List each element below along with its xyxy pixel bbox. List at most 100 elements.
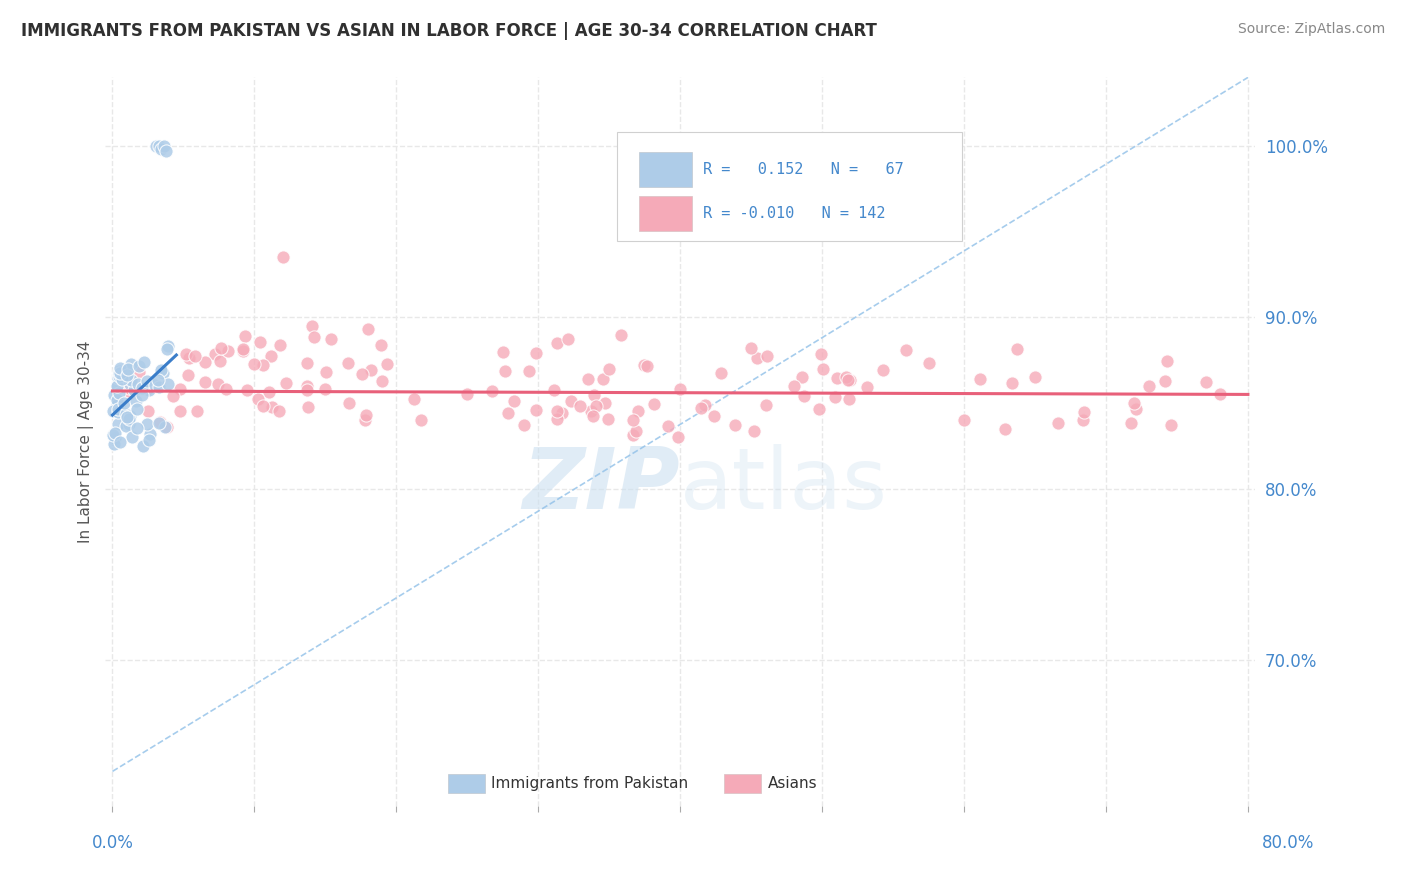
Point [627, 404, 650, 418]
Point [402, 392, 425, 407]
Point [339, 395, 361, 409]
Point [125, 401, 148, 416]
Point [115, 408, 138, 422]
Point [585, 399, 607, 413]
Point [1001, 376, 1024, 390]
Point [128, 359, 150, 374]
Point [636, 359, 658, 374]
Point [152, 366, 174, 380]
Point [156, 419, 179, 434]
Point [103, 388, 125, 402]
Point [107, 369, 129, 384]
Point [624, 424, 647, 438]
Point [894, 343, 917, 357]
Y-axis label: In Labor Force | Age 30-34: In Labor Force | Age 30-34 [79, 340, 94, 543]
Point [136, 417, 159, 431]
Point [118, 417, 141, 432]
Point [103, 436, 125, 450]
Point [783, 379, 806, 393]
Text: R = -0.010   N = 142: R = -0.010 N = 142 [703, 206, 886, 220]
Point [118, 409, 141, 423]
Point [524, 402, 547, 417]
Point [105, 405, 128, 419]
Point [993, 422, 1015, 436]
Point [252, 359, 274, 373]
FancyBboxPatch shape [449, 774, 485, 793]
Point [610, 328, 633, 343]
Point [131, 381, 153, 395]
Point [314, 382, 336, 396]
Point [1156, 354, 1178, 368]
Point [297, 356, 319, 370]
Point [633, 358, 655, 372]
Point [104, 431, 127, 445]
Point [139, 427, 162, 442]
Point [132, 355, 155, 369]
Point [118, 377, 141, 392]
Point [336, 356, 359, 370]
Point [138, 433, 160, 447]
Point [131, 387, 153, 401]
Point [546, 404, 568, 418]
Point [232, 344, 254, 359]
Point [578, 372, 600, 386]
Point [132, 438, 155, 452]
Point [107, 371, 129, 385]
Point [152, 139, 174, 153]
Point [793, 389, 815, 403]
Point [208, 353, 231, 368]
Point [557, 333, 579, 347]
Point [657, 419, 679, 434]
Point [249, 334, 271, 349]
Point [357, 322, 380, 336]
Point [825, 371, 848, 385]
Point [186, 404, 208, 418]
Point [1123, 396, 1146, 410]
Point [148, 380, 170, 394]
Point [125, 421, 148, 435]
Text: Source: ZipAtlas.com: Source: ZipAtlas.com [1237, 22, 1385, 37]
Point [598, 361, 620, 376]
Point [105, 379, 128, 393]
Point [456, 387, 478, 401]
Point [128, 365, 150, 379]
Point [582, 388, 605, 402]
Point [1121, 416, 1143, 430]
Point [110, 435, 132, 450]
Point [120, 373, 142, 387]
Point [1194, 375, 1216, 389]
Point [669, 382, 692, 396]
Point [155, 420, 177, 434]
Point [215, 382, 238, 396]
Point [155, 144, 177, 158]
Point [135, 382, 157, 396]
Point [546, 335, 568, 350]
Text: Asians: Asians [768, 776, 817, 791]
Point [274, 376, 297, 390]
Point [546, 411, 568, 425]
Point [127, 376, 149, 391]
Point [105, 379, 128, 393]
Point [124, 394, 146, 409]
Text: atlas: atlas [681, 443, 889, 527]
Point [135, 374, 157, 388]
Point [148, 416, 170, 430]
Point [177, 351, 200, 366]
Point [138, 383, 160, 397]
Point [375, 357, 398, 371]
Point [756, 349, 779, 363]
Point [112, 396, 135, 410]
Point [740, 341, 762, 355]
Point [492, 345, 515, 359]
Point [209, 341, 232, 355]
Point [252, 399, 274, 413]
Point [315, 365, 337, 379]
Point [117, 381, 139, 395]
Point [824, 391, 846, 405]
FancyBboxPatch shape [638, 195, 692, 231]
Point [115, 410, 138, 425]
Point [174, 346, 197, 360]
Point [808, 401, 831, 416]
Point [551, 406, 574, 420]
Text: 80.0%: 80.0% [1263, 834, 1315, 852]
